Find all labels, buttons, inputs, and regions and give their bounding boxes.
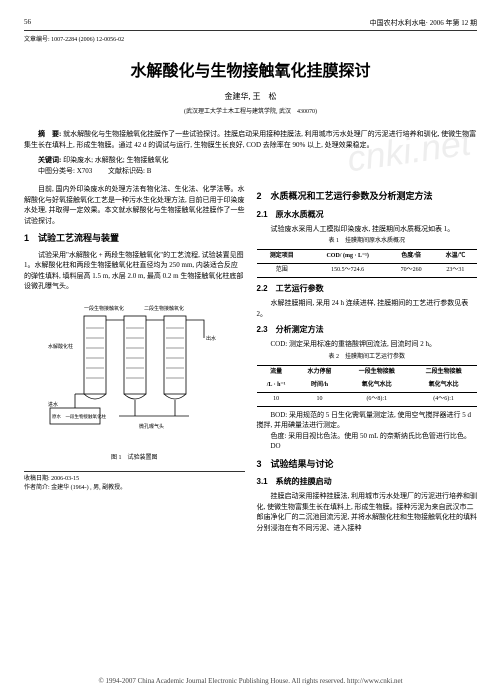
table-1: 测定项目 COD/ (mg · L⁻¹) 色度/倍 水温/℃ 范围 150.5～… <box>257 249 478 278</box>
two-column-body: 目前, 国内外印染废水的处理方法有物化法、生化法、化学法等。水解酸化与好氧接触氧… <box>24 184 477 533</box>
section-1-heading: 1 试验工艺流程与装置 <box>24 232 245 246</box>
t2-s2: 氧化气水比 <box>343 379 410 393</box>
section-2-3-heading: 2.3 分析测定方法 <box>257 324 478 336</box>
fig-label-5: 进水 <box>48 401 58 408</box>
article-title: 水解酸化与生物接触氧化挂膜探讨 <box>24 57 477 81</box>
t1-h0: 测定项目 <box>257 250 307 264</box>
keywords-text: 印染废水; 水解酸化; 生物接触氧化 <box>63 156 168 164</box>
section-3-heading: 3 试验结果与讨论 <box>257 458 478 472</box>
article-footer: 收稿日期: 2006-03-15 作者简介: 金建华 (1964-) , 男, … <box>24 471 245 492</box>
t2-c1: 10 <box>296 392 344 406</box>
article-code: 文章编号: 1007-2284 (2006) 12-0056-02 <box>24 34 477 43</box>
t1-c1: 150.5～724.6 <box>307 264 388 278</box>
t2-h2: 一段生物接触 <box>343 365 410 379</box>
right-column: 2 水质概况和工艺运行参数及分析测定方法 2.1 原水水质概况 试验废水采用人工… <box>257 184 478 533</box>
abstract-text: 就水解酸化与生物接触氧化挂膜作了一些试验探讨。挂膜启动采用接种挂膜法, 利用城市… <box>24 130 476 149</box>
left-column: 目前, 国内外印染废水的处理方法有物化法、生化法、化学法等。水解酸化与好氧接触氧… <box>24 184 245 533</box>
section-2-1-heading: 2.1 原水水质概况 <box>257 209 478 221</box>
section-1-body: 试验采用"水解酸化 + 两段生物接触氧化"的工艺流程, 试验装置见图 1。水解酸… <box>24 250 245 292</box>
t2-h0: 流量 <box>257 365 296 379</box>
t2-c0: 10 <box>257 392 296 406</box>
authors: 金建华, 王 松 <box>24 91 477 102</box>
abstract-label: 摘 要: <box>38 130 61 138</box>
svg-text:出水: 出水 <box>206 335 216 342</box>
section-2-2-heading: 2.2 工艺运行参数 <box>257 283 478 295</box>
section-2-3-b: BOD: 采用规范的 5 日生化需氧量测定法, 使用空气搅拌器进行 5 d 搅拌… <box>257 410 478 431</box>
t2-h3: 二段生物接触 <box>410 365 477 379</box>
apparatus-diagram: 出水 一段生物接触氧化 二段生物接触氧化 水解酸化柱 微孔曝气头 进水 <box>44 298 224 448</box>
fig-label-6: 原水 一段生物接触氧化柱 <box>52 413 106 420</box>
t2-h1: 水力停留 <box>296 365 344 379</box>
abstract: 摘 要: 就水解酸化与生物接触氧化挂膜作了一些试验探讨。挂膜启动采用接种挂膜法,… <box>24 129 477 151</box>
journal-issue: 中国农村水利水电· 2006 年第 12 期 <box>370 18 477 28</box>
figure-1: 出水 一段生物接触氧化 二段生物接触氧化 水解酸化柱 微孔曝气头 进水 <box>24 298 245 464</box>
keywords: 关键词: 印染废水; 水解酸化; 生物接触氧化 <box>24 155 477 166</box>
t1-h2: 色度/倍 <box>388 250 433 264</box>
fig-label-4: 微孔曝气头 <box>139 423 164 430</box>
t2-s1: 时间/h <box>296 379 344 393</box>
section-2-3-c: 色度: 采用目视比色法。使用 50 mL 的奈斯纳氏比色管进行比色。 <box>257 431 478 442</box>
page-number: 56 <box>24 18 31 28</box>
table-2-caption: 表 2 挂膜期间工艺运行参数 <box>257 353 478 362</box>
fig-label-3: 水解酸化柱 <box>48 343 73 350</box>
figure-1-caption: 图 1 试验装置图 <box>24 454 245 463</box>
t1-h3: 水温/℃ <box>434 250 477 264</box>
fig-label-1: 一段生物接触氧化 <box>84 305 124 312</box>
section-2-1-body: 试验废水采用人工模拟印染废水, 挂膜期间水质概况如表 1。 <box>257 224 478 235</box>
t1-c0: 范围 <box>257 264 307 278</box>
section-2-2-body: 水解挂膜期间, 采用 24 h 连续进样, 挂膜期间的工艺进行参数见表 2。 <box>257 298 478 319</box>
copyright-footer: © 1994-2007 China Academic Journal Elect… <box>0 677 501 685</box>
section-3-1-body: 挂膜启动采用接种挂膜法, 利用城市污水处理厂的污泥进行培养和驯化, 使微生物富集… <box>257 491 478 533</box>
t1-c3: 23～31 <box>434 264 477 278</box>
table-2: 流量 水力停留 一段生物接触 二段生物接触 /L · h⁻¹ 时间/h 氧化气水… <box>257 365 478 407</box>
section-2-3-body: COD: 测定采用标准的重铬酸钾回流法, 回流时间 2 h。 <box>257 339 478 350</box>
page: 56 中国农村水利水电· 2006 年第 12 期 文章编号: 1007-228… <box>0 0 501 533</box>
table-1-caption: 表 1 挂膜期间原水水质概况 <box>257 237 478 246</box>
received-date: 收稿日期: 2006-03-15 <box>24 475 245 483</box>
t1-h1: COD/ (mg · L⁻¹) <box>307 250 388 264</box>
t2-s3: 氧化气水比 <box>410 379 477 393</box>
classification: 中图分类号: X703 <box>38 167 92 175</box>
author-bio: 作者简介: 金建华 (1964-) , 男, 副教授。 <box>24 484 245 492</box>
doc-code: 文献标识码: B <box>108 167 151 175</box>
section-2-3-d: DO <box>257 441 478 452</box>
affiliation: (武汉理工大学土木工程与建筑学院, 武汉 430070) <box>24 106 477 115</box>
fig-label-2: 二段生物接触氧化 <box>144 305 184 312</box>
codes: 中图分类号: X703 文献标识码: B <box>24 166 477 177</box>
t2-c3: (4～6):1 <box>410 392 477 406</box>
keywords-label: 关键词: <box>38 156 61 164</box>
intro-text: 目前, 国内外印染废水的处理方法有物化法、生化法、化学法等。水解酸化与好氧接触氧… <box>24 184 245 226</box>
section-2-heading: 2 水质概况和工艺运行参数及分析测定方法 <box>257 190 478 204</box>
t1-c2: 70～260 <box>388 264 433 278</box>
t2-s0: /L · h⁻¹ <box>257 379 296 393</box>
t2-c2: (6～8):1 <box>343 392 410 406</box>
section-3-1-heading: 3.1 系统的挂膜启动 <box>257 476 478 488</box>
running-head: 56 中国农村水利水电· 2006 年第 12 期 <box>24 18 477 31</box>
